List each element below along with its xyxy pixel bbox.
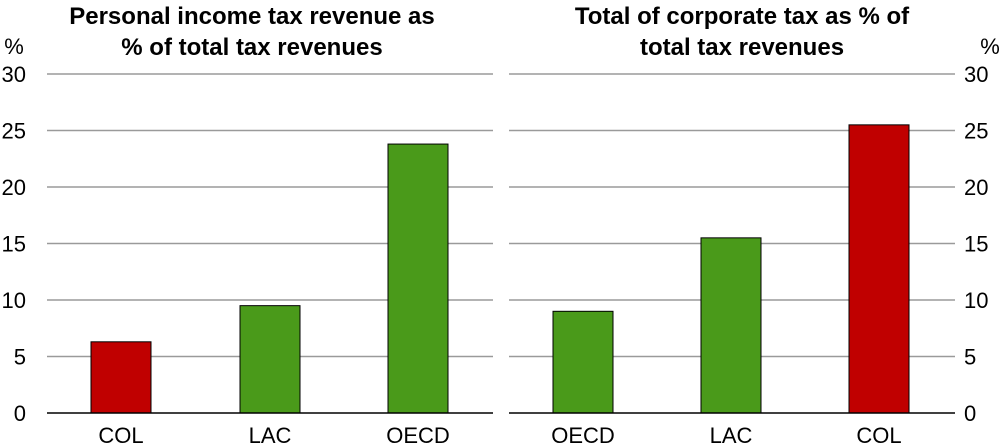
x-category-label: OECD (386, 423, 450, 446)
right-panel-corporate-tax: Total of corporate tax as % of total tax … (509, 3, 1000, 446)
y-tick-label: 25 (2, 119, 26, 144)
x-category-label: LAC (710, 423, 753, 446)
y-tick-label: 30 (964, 62, 988, 87)
y-tick-label: 20 (2, 175, 26, 200)
chart-title-line-1: Total of corporate tax as % of (575, 3, 910, 30)
y-tick-label: 15 (2, 232, 26, 257)
chart-title-line-2: total tax revenues (640, 34, 844, 61)
bar-col (90, 341, 152, 414)
bar-lac (239, 305, 301, 414)
y-tick-label: 0 (964, 401, 976, 426)
x-category-label: COL (856, 423, 901, 446)
x-category-label: LAC (249, 423, 292, 446)
y-unit-label: % (980, 34, 1000, 59)
y-tick-label: 25 (964, 119, 988, 144)
y-unit-label: % (4, 34, 24, 59)
chart-title-line-1: Personal income tax revenue as (69, 3, 435, 30)
left-panel-personal-income-tax: Personal income tax revenue as % of total… (2, 3, 493, 446)
y-tick-label: 5 (14, 345, 26, 370)
y-tick-label: 5 (964, 345, 976, 370)
x-category-label: COL (98, 423, 143, 446)
chart-title-line-2: % of total tax revenues (121, 34, 382, 61)
bar-lac (700, 237, 762, 414)
y-tick-label: 10 (2, 288, 26, 313)
x-category-label: OECD (551, 423, 615, 446)
bar-col (848, 124, 910, 414)
y-tick-label: 10 (964, 288, 988, 313)
bar-oecd (387, 143, 449, 414)
y-tick-label: 20 (964, 175, 988, 200)
y-tick-label: 30 (2, 62, 26, 87)
y-tick-label: 0 (14, 401, 26, 426)
y-tick-label: 15 (964, 232, 988, 257)
bar-oecd (552, 310, 614, 414)
